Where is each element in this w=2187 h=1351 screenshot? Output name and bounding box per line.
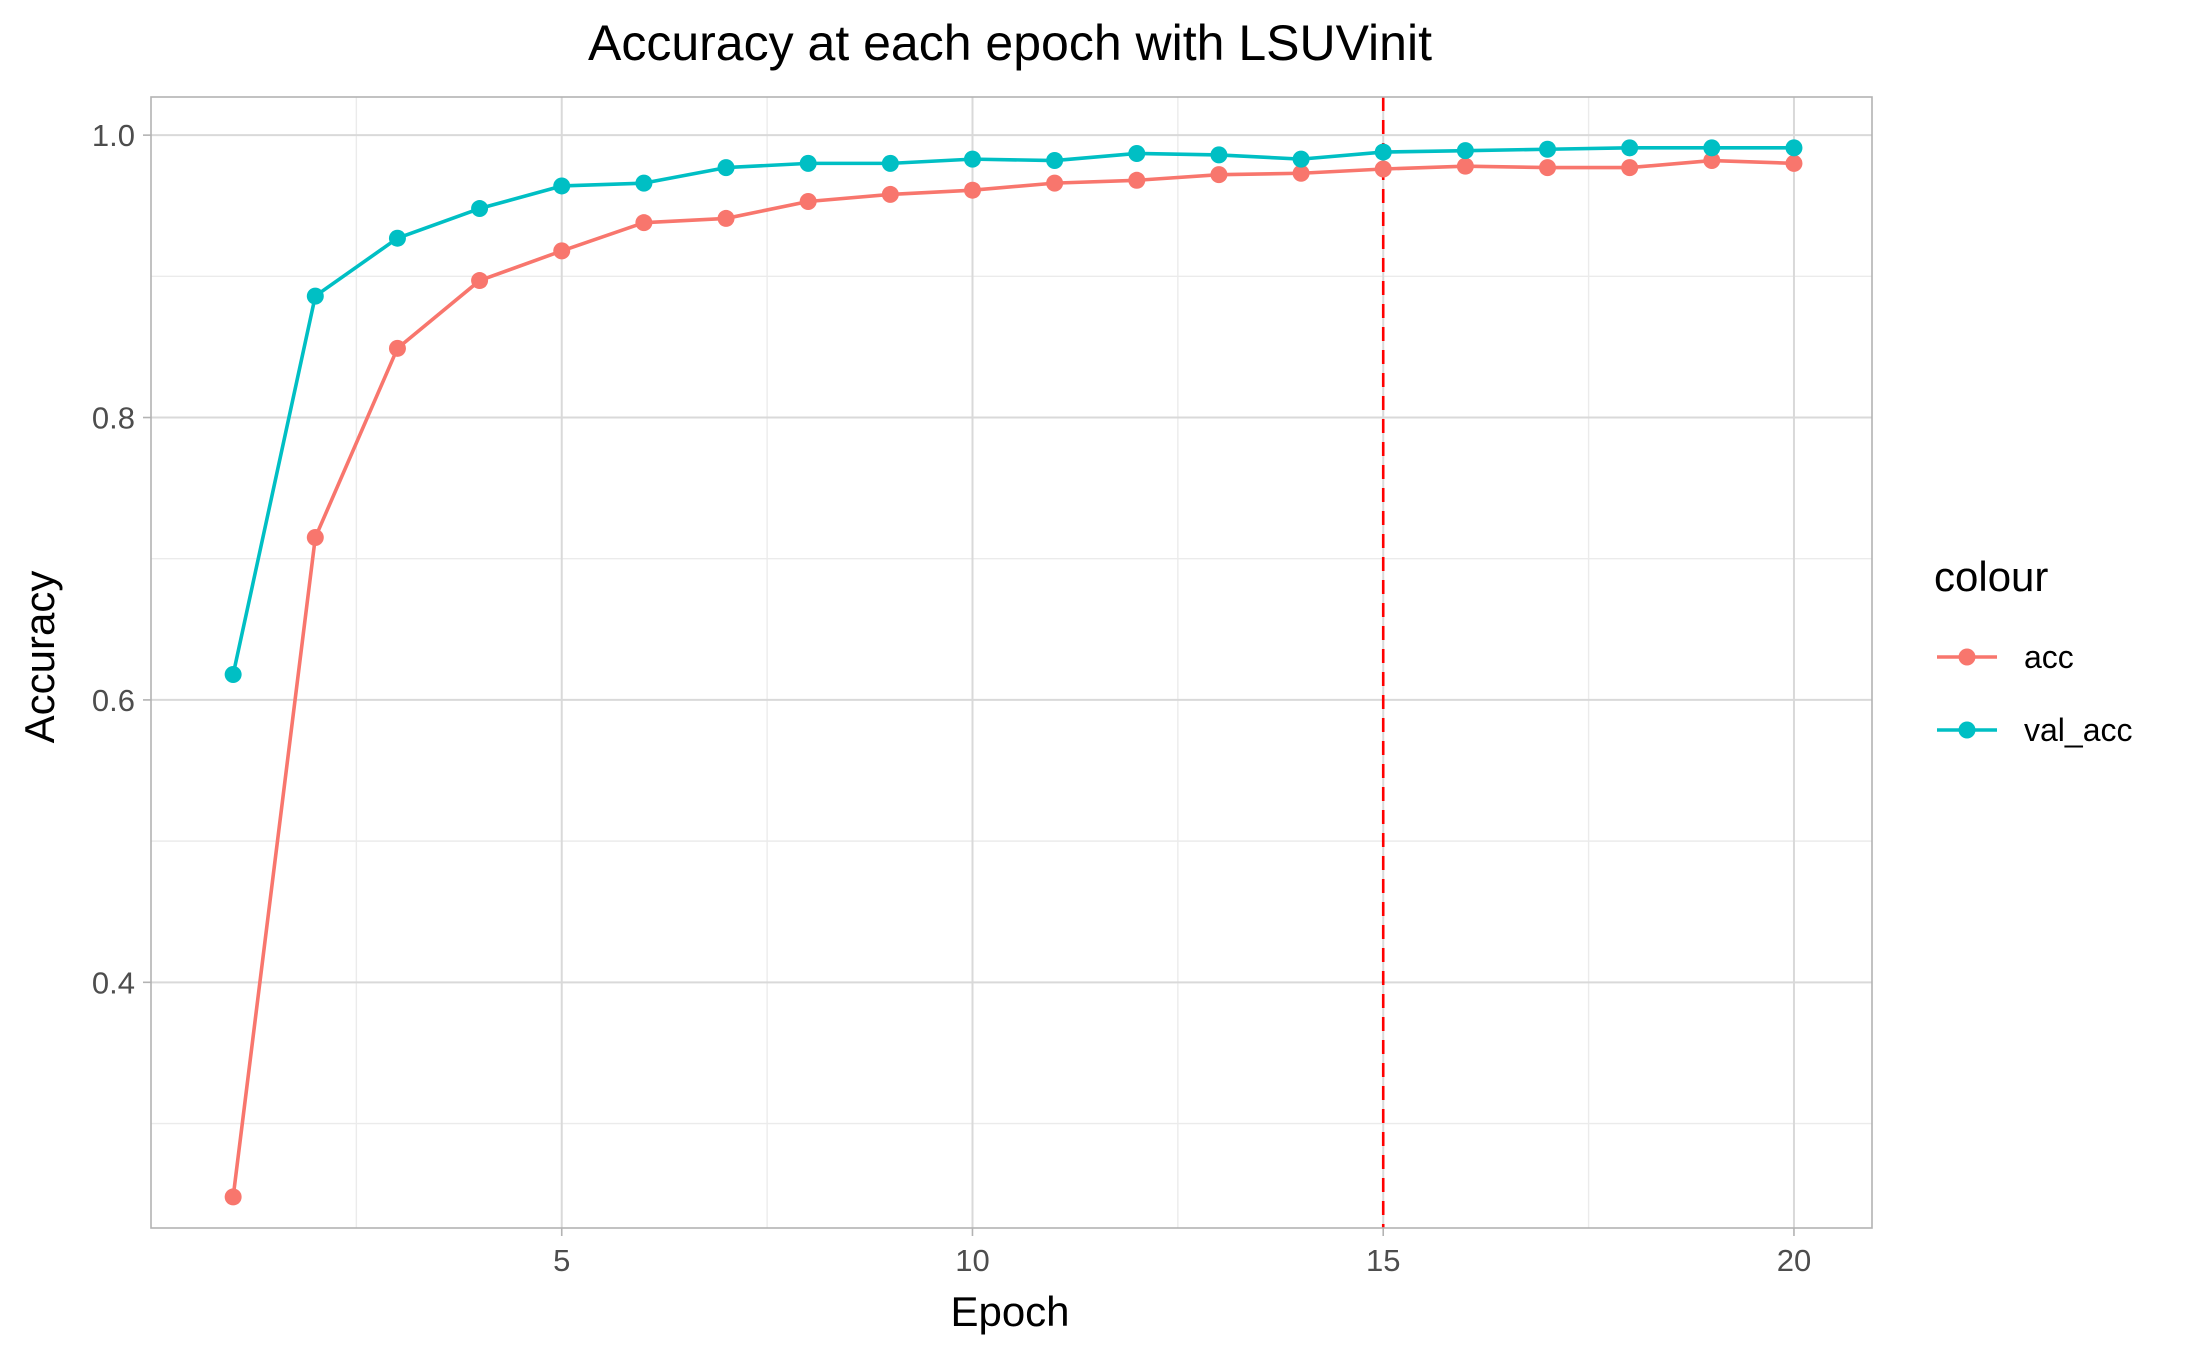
legend-key-point (1958, 648, 1976, 666)
point-acc-epoch-17 (1539, 159, 1557, 177)
x-tick-label: 5 (553, 1243, 570, 1278)
point-acc-epoch-6 (635, 214, 653, 232)
point-val_acc-epoch-14 (1292, 150, 1310, 168)
point-val_acc-epoch-15 (1374, 143, 1392, 161)
legend: colour acc val_acc (1934, 553, 2133, 748)
point-val_acc-epoch-9 (881, 154, 899, 172)
point-acc-epoch-11 (1046, 174, 1064, 192)
point-val_acc-epoch-13 (1210, 146, 1228, 164)
y-tick-label: 0.8 (92, 401, 135, 436)
point-acc-epoch-5 (553, 242, 571, 260)
point-acc-epoch-13 (1210, 166, 1228, 184)
point-acc-epoch-18 (1621, 159, 1639, 177)
point-acc-epoch-1 (224, 1188, 242, 1206)
point-acc-epoch-12 (1128, 171, 1146, 189)
series-acc (224, 152, 1803, 1206)
point-acc-epoch-15 (1374, 160, 1392, 178)
x-tick-label: 20 (1777, 1243, 1811, 1278)
point-val_acc-epoch-16 (1456, 142, 1474, 160)
point-acc-epoch-19 (1703, 152, 1721, 170)
point-val_acc-epoch-2 (306, 287, 324, 305)
major-gridlines (151, 97, 1872, 1228)
x-tick-label: 15 (1366, 1243, 1400, 1278)
legend-key-val_acc (1937, 721, 1997, 739)
y-axis-ticks: 0.4 0.6 0.8 1.0 (92, 118, 151, 1000)
chart-title: Accuracy at each epoch with LSUVinit (588, 15, 1432, 71)
point-val_acc-epoch-18 (1621, 139, 1639, 157)
point-val_acc-epoch-1 (224, 666, 242, 684)
point-val_acc-epoch-4 (471, 200, 489, 218)
point-acc-epoch-4 (471, 272, 489, 290)
legend-key-acc (1937, 648, 1997, 666)
point-val_acc-epoch-8 (799, 154, 817, 172)
legend-title: colour (1934, 553, 2048, 600)
point-val_acc-epoch-7 (717, 159, 735, 177)
point-val_acc-epoch-6 (635, 174, 653, 192)
legend-label-val_acc: val_acc (2024, 712, 2133, 748)
point-val_acc-epoch-11 (1046, 152, 1064, 170)
point-acc-epoch-7 (717, 209, 735, 227)
series-layer (224, 139, 1803, 1206)
legend-key-point (1958, 721, 1976, 739)
panel-border (150, 96, 1873, 1229)
series-line-acc (231, 158, 1795, 1198)
point-val_acc-epoch-3 (388, 229, 406, 247)
point-acc-epoch-14 (1292, 164, 1310, 182)
point-acc-epoch-16 (1456, 157, 1474, 175)
point-acc-epoch-2 (306, 529, 324, 547)
point-val_acc-epoch-12 (1128, 144, 1146, 162)
series-line-val_acc (231, 146, 1794, 675)
point-val_acc-epoch-10 (963, 150, 981, 168)
point-acc-epoch-3 (388, 339, 406, 357)
minor-gridlines (151, 97, 1872, 1228)
point-val_acc-epoch-17 (1539, 140, 1557, 158)
y-tick-label: 1.0 (92, 118, 135, 153)
y-axis-title: Accuracy (16, 571, 63, 744)
point-acc-epoch-8 (799, 192, 817, 210)
y-tick-label: 0.6 (92, 683, 135, 718)
legend-label-acc: acc (2024, 639, 2074, 675)
point-val_acc-epoch-5 (553, 177, 571, 195)
x-tick-label: 10 (955, 1243, 989, 1278)
point-acc-epoch-10 (963, 181, 981, 199)
point-val_acc-epoch-19 (1703, 139, 1721, 157)
series-val_acc (224, 139, 1803, 684)
point-acc-epoch-20 (1785, 154, 1803, 172)
x-axis-ticks: 5 10 15 20 (553, 1228, 1811, 1278)
x-axis-title: Epoch (950, 1288, 1069, 1335)
point-acc-epoch-9 (881, 185, 899, 203)
point-val_acc-epoch-20 (1785, 139, 1803, 157)
y-tick-label: 0.4 (92, 965, 135, 1000)
